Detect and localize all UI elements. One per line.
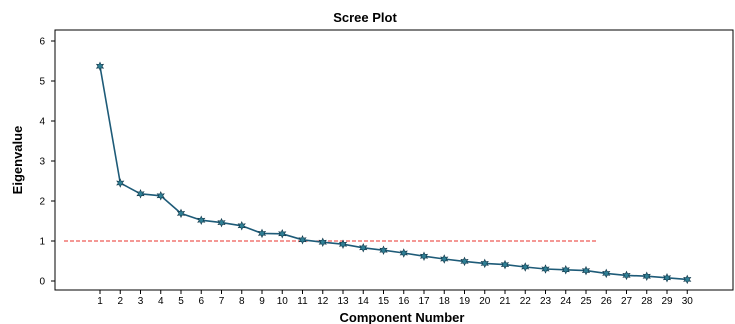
x-axis: 1 2 3 4 5 6 7 8 9 10 11 12 13 14 15 16 17 18 19 20 21 22 23 24 2…: [97, 290, 693, 307]
data-point-marker: [561, 265, 570, 275]
y-axis: 0 1 2 3 4 5 6: [39, 37, 55, 288]
data-point-marker: [399, 248, 408, 258]
x-tick-label: 16: [398, 296, 410, 307]
y-tick-label: 1: [39, 237, 45, 248]
data-point-marker: [480, 258, 489, 269]
series-line: [99, 66, 688, 281]
y-tick-label: 6: [39, 37, 45, 48]
data-point-marker: [116, 178, 125, 188]
x-tick-label: 24: [560, 296, 572, 307]
data-point-marker: [662, 273, 672, 283]
y-tick-label: 0: [39, 277, 45, 288]
data-point-marker: [257, 228, 267, 239]
x-tick-label: 19: [459, 296, 471, 307]
x-tick-label: 29: [661, 296, 673, 307]
y-tick-label: 4: [39, 117, 45, 128]
data-point-marker: [460, 256, 469, 267]
data-point-marker: [156, 191, 165, 201]
x-tick-label: 13: [337, 296, 349, 307]
y-tick-label: 2: [39, 197, 45, 208]
data-point-marker: [541, 264, 550, 274]
y-tick-label: 3: [39, 157, 45, 168]
data-point-marker: [419, 251, 429, 261]
data-point-marker: [500, 259, 510, 270]
data-point-marker: [338, 239, 348, 249]
data-point-marker: [298, 235, 307, 245]
x-tick-label: 9: [259, 296, 265, 307]
data-point-marker: [521, 262, 530, 272]
y-tick-label: 5: [39, 77, 45, 88]
x-tick-label: 26: [601, 296, 613, 307]
x-tick-label: 12: [317, 296, 329, 307]
data-point-marker: [581, 265, 591, 276]
data-point-marker: [683, 274, 692, 285]
data-point-marker: [440, 254, 449, 264]
x-tick-label: 30: [682, 296, 694, 307]
plot-area-frame: [54, 29, 734, 291]
data-point-marker: [197, 215, 206, 225]
x-tick-label: 6: [198, 296, 204, 307]
x-tick-label: 15: [378, 296, 390, 307]
x-tick-label: 21: [499, 296, 511, 307]
y-axis-title: Eigenvalue: [10, 126, 25, 195]
x-tick-label: 18: [439, 296, 451, 307]
x-tick-label: 23: [540, 296, 552, 307]
x-tick-label: 20: [479, 296, 491, 307]
data-point-marker: [136, 189, 145, 199]
data-point-marker: [379, 245, 388, 255]
x-tick-label: 1: [97, 296, 103, 307]
x-tick-label: 14: [358, 296, 370, 307]
x-tick-label: 4: [158, 296, 164, 307]
data-point-marker: [217, 217, 226, 228]
chart-title: Scree Plot: [333, 10, 397, 25]
data-point-marker: [95, 61, 105, 71]
x-tick-label: 28: [641, 296, 653, 307]
data-point-marker: [176, 208, 186, 219]
data-point-marker: [237, 221, 246, 231]
series-markers: [95, 61, 692, 285]
data-point-marker: [622, 270, 631, 281]
x-axis-title: Component Number: [340, 310, 465, 324]
x-tick-label: 7: [219, 296, 225, 307]
x-tick-label: 2: [117, 296, 123, 307]
data-point-marker: [359, 243, 368, 253]
x-tick-label: 10: [277, 296, 289, 307]
x-tick-label: 25: [580, 296, 592, 307]
x-tick-label: 22: [520, 296, 532, 307]
data-point-marker: [278, 229, 287, 239]
data-point-marker: [602, 268, 611, 279]
data-point-marker: [642, 271, 651, 281]
x-tick-label: 5: [178, 296, 184, 307]
data-point-marker: [318, 237, 327, 247]
x-tick-label: 11: [297, 296, 308, 307]
x-tick-label: 8: [239, 296, 245, 307]
x-tick-label: 27: [621, 296, 633, 307]
x-tick-label: 17: [418, 296, 430, 307]
x-tick-label: 3: [138, 296, 144, 307]
